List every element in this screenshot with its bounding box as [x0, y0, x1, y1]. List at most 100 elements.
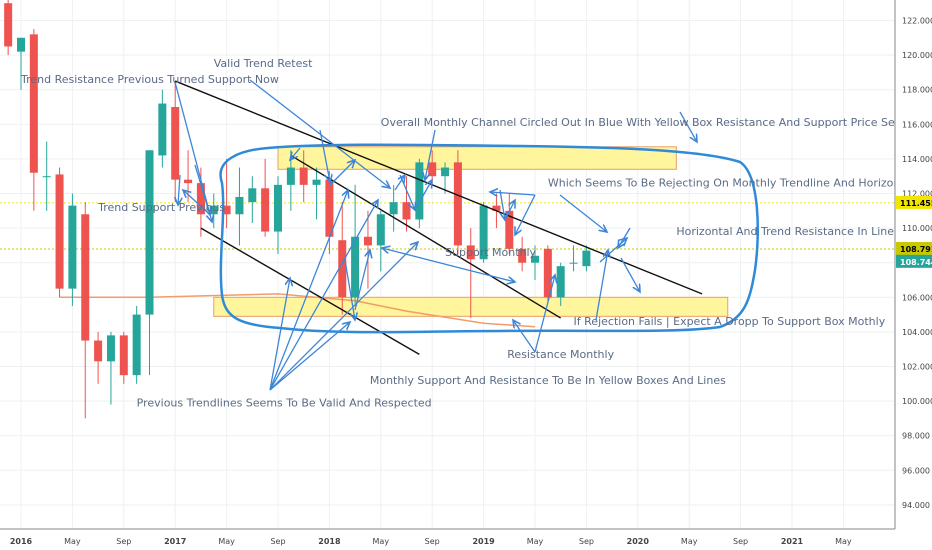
candle-up: [248, 188, 257, 203]
candle-up: [441, 167, 450, 177]
price-level-badge: [896, 195, 932, 209]
time-tick-label: 2020: [627, 537, 650, 546]
candle-up: [132, 314, 141, 376]
channel-outline: [219, 143, 759, 334]
trendline: [290, 154, 562, 319]
trendline: [174, 80, 703, 295]
annotation-text: Resistance Monthly: [507, 348, 614, 361]
candle-up: [42, 176, 51, 178]
time-tick-label: Sep: [270, 537, 285, 546]
candle-up: [209, 205, 218, 215]
time-tick-label: 2021: [781, 537, 804, 546]
time-tick-label: Sep: [579, 537, 594, 546]
candle-up: [569, 262, 578, 264]
annotation-arrow: [394, 175, 405, 191]
annotation-arrow: [595, 250, 608, 321]
annotation-text: Support Monthly: [445, 246, 537, 259]
annotation-arrow: [382, 248, 461, 269]
annotation-arrow: [513, 320, 536, 353]
time-tick-label: May: [64, 537, 81, 546]
annotation-arrow: [490, 192, 536, 195]
annotation-text: Monthly Support And Resistance To Be In …: [370, 374, 726, 387]
candle-down: [453, 162, 462, 246]
price-tick-label: 106.000: [902, 293, 932, 302]
time-tick-label: 2019: [472, 537, 495, 546]
candle-up: [479, 205, 488, 260]
candle-down: [492, 205, 501, 211]
annotation-text: Trend Support Previous: [97, 201, 225, 214]
time-tick-label: Sep: [733, 537, 748, 546]
annotation-arrow: [399, 174, 415, 210]
price-axis-panel: [895, 0, 932, 550]
price-tick-label: 102.000: [902, 363, 932, 372]
annotation-arrow: [679, 111, 697, 142]
annotation-arrow: [354, 250, 370, 311]
candle-up: [17, 37, 25, 52]
time-tick-label: 2016: [10, 537, 33, 546]
price-tick-label: 122.000: [902, 17, 932, 26]
annotation-arrow: [269, 242, 418, 391]
price-tick-label: 120.000: [902, 51, 932, 60]
candle-up: [376, 214, 385, 246]
annotation-arrow: [459, 267, 515, 282]
annotation-text: Previous Trendlines Seems To Be Valid An…: [137, 396, 432, 409]
annotation-arrow: [290, 147, 301, 160]
annotation-text: Overall Monthly Channel Circled Out In B…: [381, 116, 932, 129]
annotation-text: If Rejection Fails | Expect A Dropp To S…: [574, 315, 886, 328]
annotation-arrow: [269, 190, 348, 391]
candle-down: [299, 167, 308, 185]
time-tick-label: Sep: [116, 537, 131, 546]
candle-down: [196, 183, 205, 215]
candle-down: [466, 245, 475, 260]
annotation-arrow: [249, 79, 390, 188]
time-tick-label: 2017: [164, 537, 186, 546]
candle-down: [4, 3, 13, 47]
annotation-arrow: [500, 189, 505, 220]
time-tick-label: May: [373, 537, 390, 546]
candle-up: [235, 196, 244, 215]
candle-up: [312, 179, 321, 185]
candle-up: [158, 103, 167, 156]
candle-up: [274, 184, 282, 232]
price-tick-label: 94.000: [902, 501, 930, 510]
candle-down: [428, 162, 437, 177]
candle-down: [119, 335, 128, 376]
annotation-arrow: [534, 275, 555, 353]
annotation-arrow: [414, 180, 432, 211]
annotation-arrow: [319, 129, 330, 182]
candle-down: [518, 248, 527, 263]
time-axis-panel: [0, 529, 932, 550]
annotation-arrow: [504, 200, 515, 221]
candle-up: [351, 236, 360, 298]
candle-up: [68, 205, 77, 289]
last-price-badge: [896, 254, 932, 268]
candle-up: [582, 250, 591, 267]
candle-down: [338, 240, 347, 298]
candle-up: [145, 150, 154, 315]
annotation-arrow: [269, 278, 290, 391]
candle-down: [325, 179, 334, 237]
annotation-arrow: [269, 200, 378, 391]
annotation-arrow: [178, 174, 180, 205]
candle-up: [106, 335, 115, 362]
candle-up: [389, 202, 398, 215]
annotation-arrow: [329, 160, 355, 186]
candle-down: [543, 248, 552, 298]
price-tick-label: 110.000: [902, 224, 932, 233]
time-tick-label: May: [527, 537, 544, 546]
price-level-label: 108.791: [900, 245, 932, 254]
price-tick-label: 116.000: [902, 120, 932, 129]
candle-up: [415, 162, 424, 220]
candle-up: [286, 167, 295, 185]
annotation-text: Horizontal And Trend Resistance In Line: [676, 225, 894, 238]
price-tick-label: 100.000: [902, 397, 932, 406]
candle-down: [505, 210, 514, 249]
candle-down: [55, 174, 64, 289]
annotation-text: Which Seems To Be Rejecting On Monthly T…: [548, 177, 932, 190]
candle-down: [81, 214, 90, 341]
price-tick-label: 114.000: [902, 155, 932, 164]
price-tick-label: 118.000: [902, 86, 932, 95]
price-tick-label: 98.000: [902, 432, 930, 441]
time-tick-label: Sep: [425, 537, 440, 546]
